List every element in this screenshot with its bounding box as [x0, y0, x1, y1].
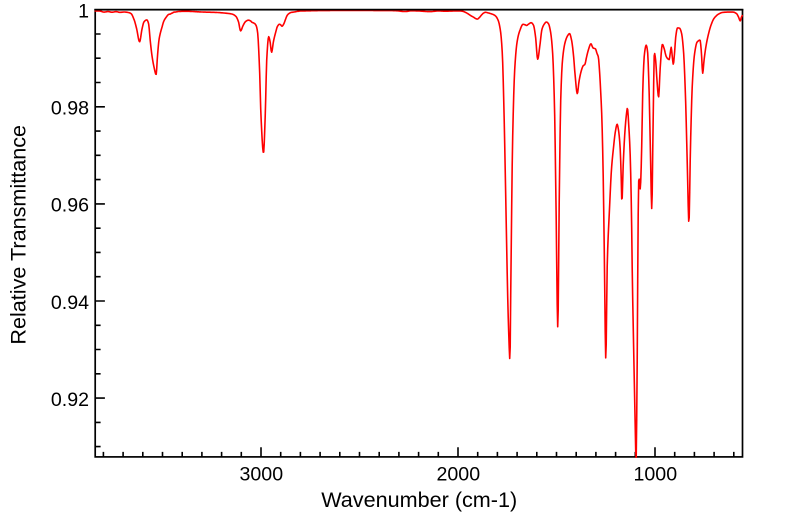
svg-text:0.96: 0.96 — [51, 195, 89, 217]
svg-text:Relative Transmittance: Relative Transmittance — [6, 125, 31, 345]
svg-text:0.98: 0.98 — [51, 98, 89, 120]
svg-text:1000: 1000 — [634, 464, 678, 486]
svg-text:2000: 2000 — [437, 464, 481, 486]
svg-text:1: 1 — [78, 1, 89, 23]
svg-text:3000: 3000 — [240, 464, 284, 486]
svg-text:0.94: 0.94 — [51, 292, 89, 314]
svg-text:Wavenumber (cm-1): Wavenumber (cm-1) — [321, 487, 517, 512]
svg-text:0.92: 0.92 — [51, 389, 89, 411]
